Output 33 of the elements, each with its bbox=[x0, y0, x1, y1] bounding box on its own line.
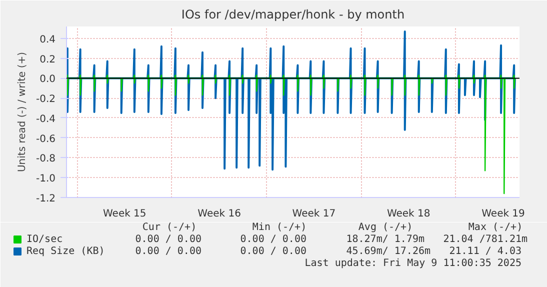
x-tick-label: Week 15 bbox=[102, 208, 146, 220]
y-axis-title: Units read (-) / write (+) bbox=[16, 52, 28, 172]
y-tick-label: 0.2 bbox=[40, 54, 56, 66]
text: 45.69m/ 17.26m bbox=[346, 246, 431, 257]
legend-label: IO/sec bbox=[26, 234, 63, 245]
y-tick-label: 0.4 bbox=[40, 34, 56, 46]
text: 18.27m/ 1.79m bbox=[346, 234, 424, 245]
text: Cur (-/+) bbox=[142, 222, 197, 233]
y-tick-label: -0.6 bbox=[36, 134, 56, 145]
text: 0.00 / 0.00 bbox=[135, 234, 202, 245]
y-tick-label: 0.0 bbox=[40, 74, 56, 86]
text: 21.04 /781.21m bbox=[443, 234, 528, 245]
text: 0.00 / 0.00 bbox=[240, 246, 306, 257]
x-tick-label: Week 17 bbox=[292, 208, 336, 220]
chart-title: IOs for /dev/mapper/honk - by month bbox=[181, 8, 405, 22]
x-tick-label: Week 18 bbox=[386, 208, 430, 220]
text: 0.00 / 0.00 bbox=[135, 246, 202, 257]
text: Max (-/+) bbox=[468, 222, 523, 233]
text: Min (-/+) bbox=[252, 222, 307, 233]
x-tick-label: Week 16 bbox=[198, 208, 241, 220]
y-tick-label: -0.2 bbox=[36, 94, 56, 106]
line-series bbox=[66, 74, 516, 194]
legend-label: Req Size (KB) bbox=[26, 246, 105, 257]
y-tick-label: -1.2 bbox=[36, 194, 56, 204]
y-tick-label: -1.0 bbox=[36, 174, 56, 185]
y-tick-label: -0.8 bbox=[36, 154, 56, 165]
text: 0.00 / 0.00 bbox=[240, 234, 306, 245]
line-series bbox=[66, 30, 516, 171]
x-tick-label: Week 19 bbox=[482, 208, 525, 220]
text: Last update: Fri May 9 11:00:35 2025 bbox=[304, 258, 522, 269]
text: 21.11 / 4.03 bbox=[449, 246, 522, 257]
text: Avg (-/+) bbox=[358, 222, 413, 233]
y-tick-label: -0.4 bbox=[36, 114, 56, 125]
